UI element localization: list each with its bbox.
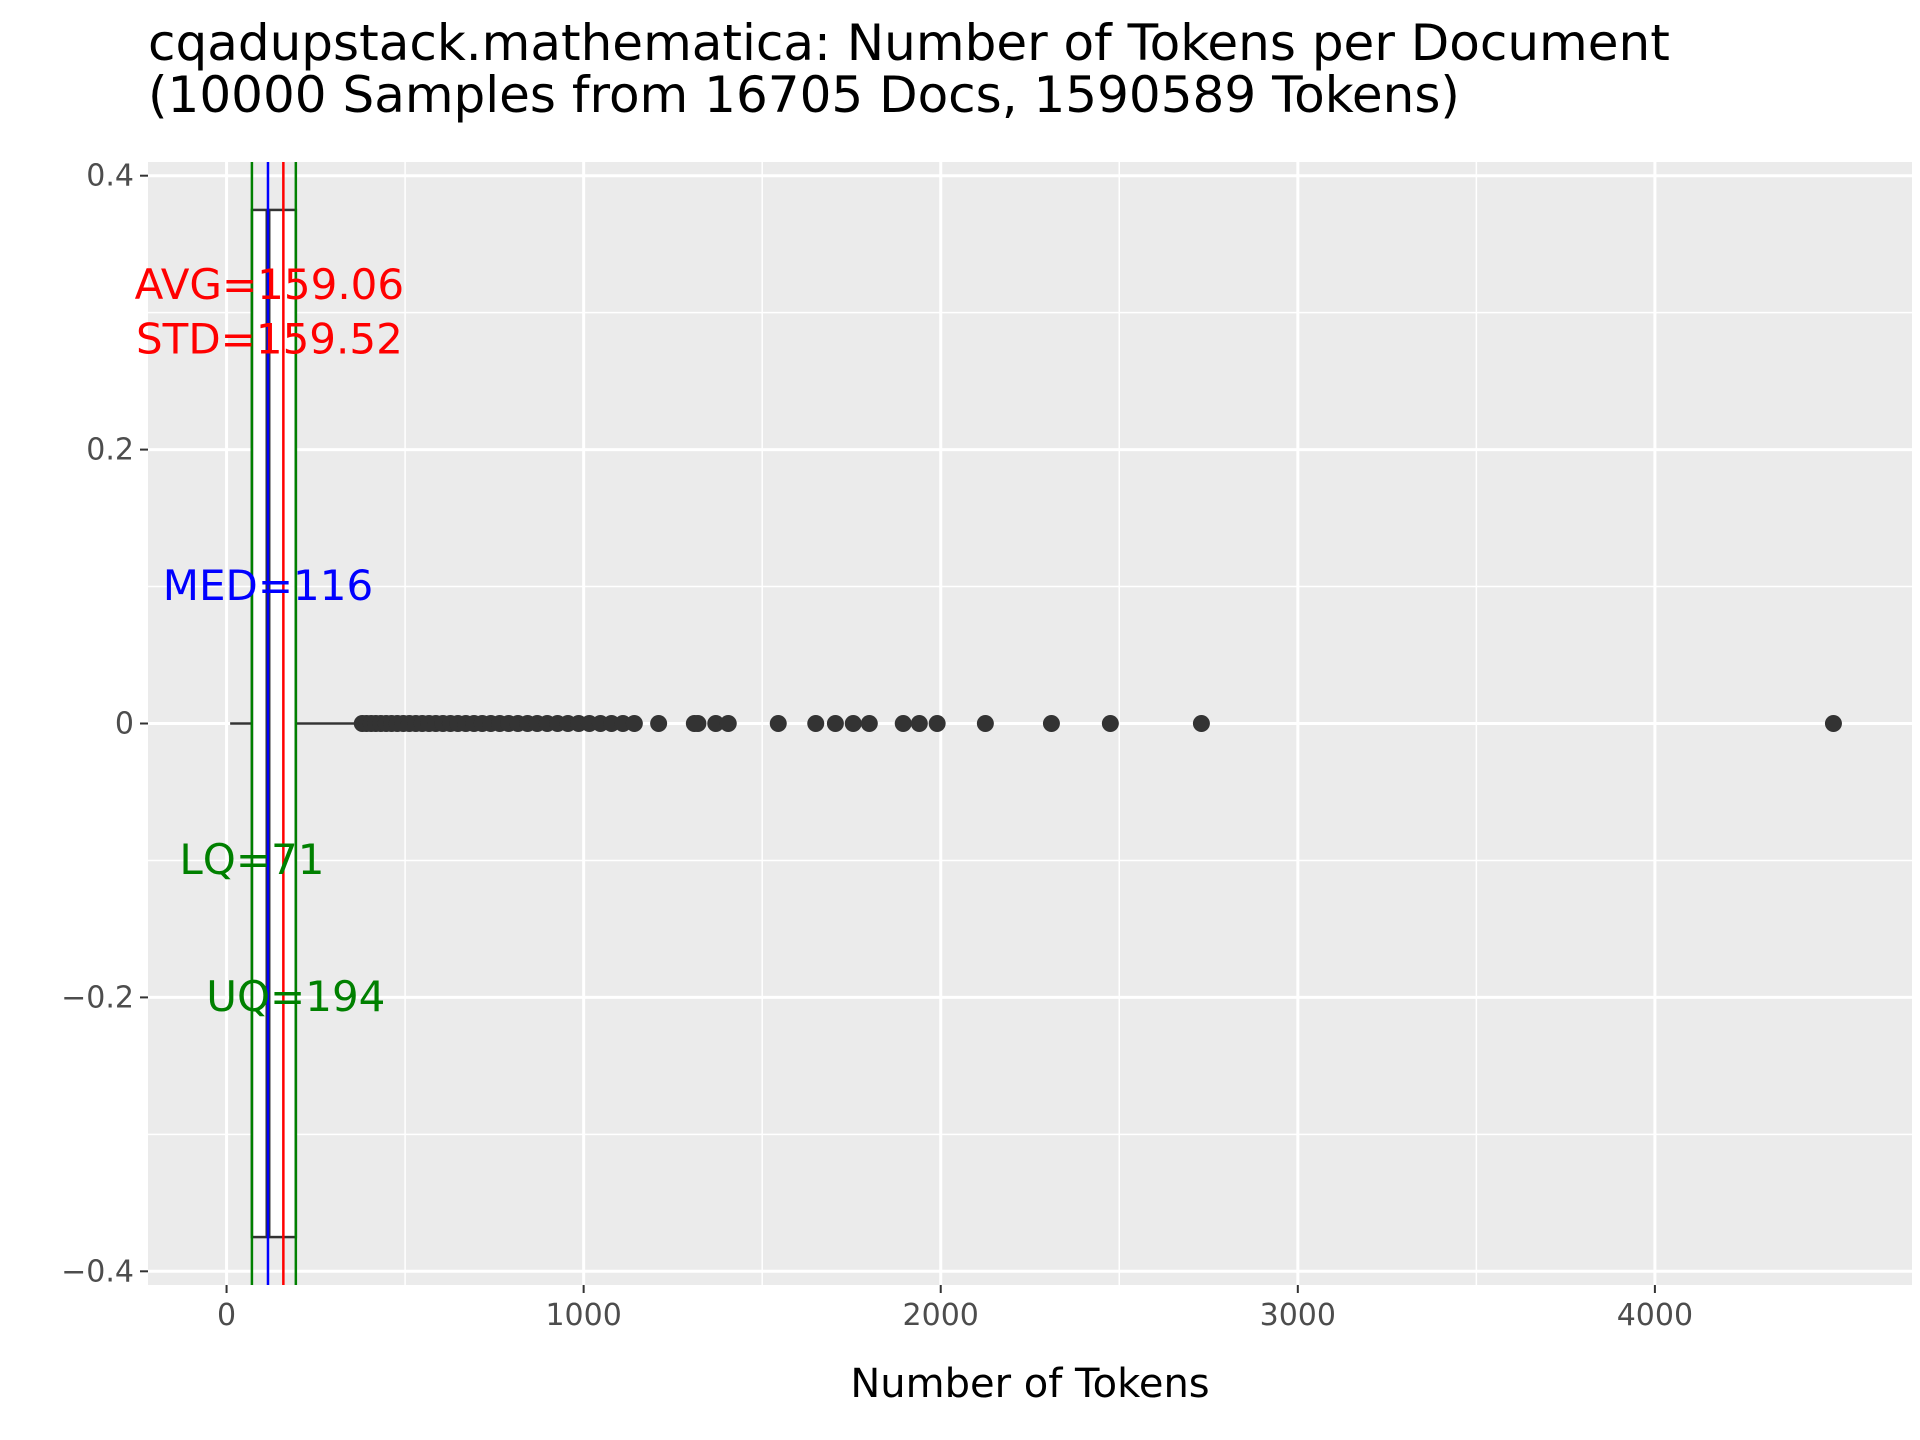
x-axis-title: Number of Tokens (850, 1361, 1209, 1407)
avg-label: AVG=159.06 (135, 260, 404, 309)
outlier-point (625, 715, 643, 732)
outlier-point (1192, 715, 1210, 732)
outlier-point (807, 715, 825, 732)
lq-label: LQ=71 (179, 835, 324, 884)
outlier-point (650, 715, 668, 732)
reference-lines (250, 162, 298, 1285)
y-tick-label: −0.2 (61, 980, 134, 1015)
outlier-point (928, 715, 946, 732)
y-tick-label: 0 (115, 707, 134, 742)
outlier-point (719, 715, 737, 732)
x-tick-label: 1000 (545, 1298, 621, 1333)
outlier-point (844, 715, 862, 732)
x-tick-label: 0 (217, 1298, 236, 1333)
outlier-point (689, 715, 707, 732)
outlier-point (826, 715, 844, 732)
axes: 0 1000 2000 3000 4000 0.4 0.2 0 −0.2 −0.4 (61, 159, 1693, 1333)
outlier-point (910, 715, 928, 732)
outlier-point (1824, 715, 1842, 732)
y-tick-label: 0.2 (86, 433, 134, 468)
y-tick-label: −0.4 (61, 1254, 134, 1289)
box-body (250, 208, 298, 1239)
annotations: AVG=159.06 STD=159.52 MED=116 LQ=71 UQ=194 (135, 260, 404, 1021)
y-tick-label: 0.4 (86, 159, 134, 194)
uq-label: UQ=194 (206, 972, 385, 1021)
chart-subtitle: (10000 Samples from 16705 Docs, 1590589 … (148, 66, 1460, 124)
outlier-point (1042, 715, 1060, 732)
outlier-points (353, 715, 1842, 732)
outlier-point (1101, 715, 1119, 732)
outlier-point (707, 715, 725, 732)
med-label: MED=116 (163, 561, 373, 610)
outlier-point (769, 715, 787, 732)
std-label: STD=159.52 (136, 315, 403, 364)
chart-title: cqadupstack.mathematica: Number of Token… (148, 14, 1670, 72)
x-tick-label: 4000 (1617, 1298, 1693, 1333)
outlier-point (860, 715, 878, 732)
x-tick-label: 3000 (1260, 1298, 1336, 1333)
outlier-point (894, 715, 912, 732)
outlier-point (976, 715, 994, 732)
x-tick-label: 2000 (903, 1298, 979, 1333)
